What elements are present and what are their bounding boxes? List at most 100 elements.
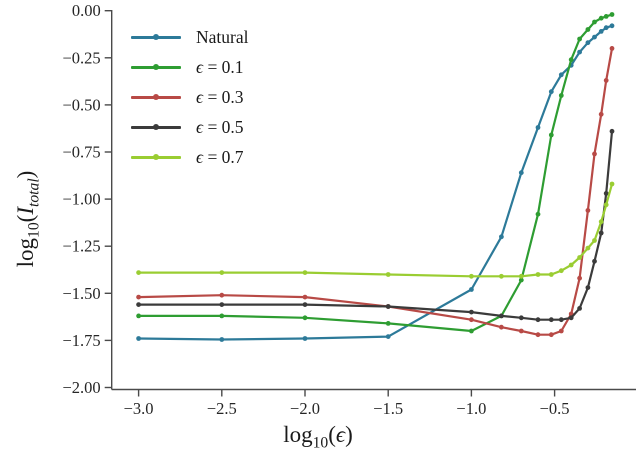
data-point-marker (548, 317, 554, 323)
data-point-marker (598, 29, 604, 34)
data-point-marker (219, 302, 225, 307)
x-tick-label: −1.5 (373, 399, 403, 418)
data-point-marker (603, 25, 609, 31)
data-point-marker (568, 315, 574, 321)
data-point-marker (558, 72, 564, 78)
data-point-marker (219, 292, 225, 298)
data-point-marker (603, 191, 609, 196)
data-point-marker (302, 315, 308, 321)
data-point-marker (302, 302, 308, 307)
y-axis-label: log10(Itotal) (13, 170, 43, 268)
data-point-marker (385, 321, 391, 326)
x-tick-label: −2.5 (207, 399, 237, 418)
data-point-marker (558, 268, 564, 274)
data-point-marker (558, 93, 564, 98)
data-point-marker (535, 211, 541, 217)
data-point-marker (558, 317, 564, 323)
data-point-marker (219, 337, 225, 342)
data-point-marker (609, 46, 615, 51)
data-point-marker (385, 304, 391, 309)
data-point-marker (136, 294, 142, 300)
legend-marker-dot (153, 154, 159, 160)
legend-item-label: ϵ = 0.5 (196, 116, 244, 137)
legend-marker-dot (153, 34, 159, 40)
data-point-marker (302, 294, 308, 300)
x-tick-label: −3.0 (124, 399, 154, 418)
legend-item-label: ϵ = 0.7 (196, 146, 244, 167)
data-point-marker (469, 273, 474, 279)
data-point-marker (385, 272, 391, 277)
x-axis-label: log10(ϵ) (283, 422, 353, 452)
data-point-marker (585, 40, 591, 46)
data-point-marker (548, 89, 554, 95)
data-point-marker (598, 230, 604, 236)
data-point-marker (385, 334, 391, 339)
y-tick-label: −2.00 (63, 378, 101, 397)
data-point-marker (535, 317, 541, 323)
data-point-marker (577, 306, 582, 311)
legend: Natural ϵ = 0.1 ϵ = 0.3 ϵ = 0.5 ϵ = 0.7 (131, 22, 248, 172)
data-point-marker (609, 181, 615, 187)
data-point-marker (535, 272, 541, 277)
data-point-marker (136, 302, 142, 307)
data-point-marker (577, 49, 582, 55)
data-point-marker (577, 36, 582, 42)
legend-marker-dot (153, 124, 159, 130)
y-tick-label: −0.75 (63, 143, 101, 162)
data-point-marker (603, 78, 609, 83)
data-point-marker (592, 238, 597, 243)
data-point-marker (558, 328, 564, 334)
legend-item: ϵ = 0.1 (131, 52, 248, 82)
data-point-marker (499, 234, 504, 240)
legend-line-swatch (131, 124, 181, 130)
data-point-marker (469, 328, 474, 334)
data-point-marker (518, 315, 524, 321)
data-point-marker (609, 12, 615, 17)
data-point-marker (577, 255, 582, 260)
data-point-marker (568, 262, 574, 268)
data-point-marker (585, 27, 591, 32)
data-point-marker (219, 313, 225, 319)
legend-line-swatch (131, 154, 181, 160)
data-point-marker (548, 132, 554, 138)
y-tick-label: −1.25 (63, 237, 101, 256)
data-point-marker (469, 309, 474, 315)
y-tick-label: −1.50 (63, 284, 101, 303)
legend-item-label: Natural (196, 26, 249, 47)
data-point-marker (499, 313, 504, 319)
legend-item-label: ϵ = 0.1 (196, 56, 244, 77)
data-point-marker (518, 277, 524, 283)
x-tick-label: −2.0 (290, 399, 320, 418)
data-point-marker (136, 336, 142, 341)
data-point-marker (469, 317, 474, 323)
data-point-marker (603, 14, 609, 19)
legend-line-swatch (131, 64, 181, 70)
legend-item-label: ϵ = 0.3 (196, 86, 244, 107)
data-point-marker (592, 19, 597, 25)
data-point-marker (598, 219, 604, 225)
data-point-marker (518, 170, 524, 176)
y-tick-label: −1.00 (63, 190, 101, 209)
data-point-marker (598, 111, 604, 117)
data-point-marker (609, 128, 615, 134)
legend-item: ϵ = 0.5 (131, 112, 248, 142)
data-point-marker (136, 313, 142, 319)
data-point-marker (302, 336, 308, 341)
data-point-marker (548, 332, 554, 338)
data-point-marker (568, 57, 574, 63)
legend-item: Natural (131, 22, 248, 52)
data-point-marker (585, 285, 591, 290)
data-point-marker (592, 258, 597, 264)
data-point-marker (302, 270, 308, 275)
legend-item: ϵ = 0.3 (131, 82, 248, 112)
y-tick-label: 0.00 (72, 1, 101, 20)
data-point-marker (499, 273, 504, 279)
data-point-marker (518, 328, 524, 334)
x-tick-label: −1.0 (456, 399, 486, 418)
data-point-marker (609, 23, 615, 29)
legend-line-swatch (131, 94, 181, 100)
y-tick-label: −1.75 (63, 331, 101, 350)
data-point-marker (469, 287, 474, 292)
